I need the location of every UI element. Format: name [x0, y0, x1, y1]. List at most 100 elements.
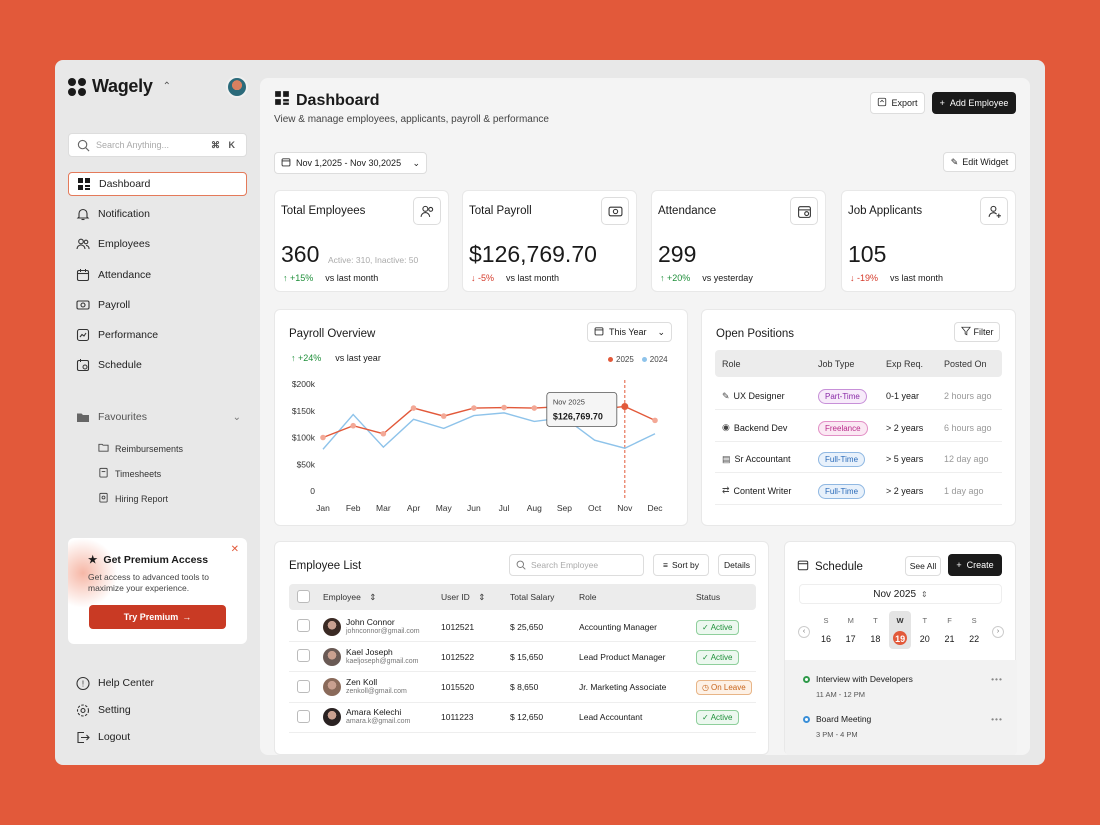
col-employee[interactable]: Employee ⇕ — [321, 592, 435, 603]
sidebar-item-attendance[interactable]: Attendance — [68, 263, 247, 287]
add-employee-button[interactable]: + Add Employee — [932, 92, 1016, 114]
data-point[interactable] — [561, 403, 568, 410]
event-item[interactable]: Interview with Developers 11 AM - 12 PM ••… — [803, 674, 1003, 699]
row-checkbox[interactable] — [297, 619, 310, 632]
data-point[interactable] — [531, 405, 538, 411]
sidebar-item-notification[interactable]: Notification — [68, 202, 247, 226]
filter-label: Filter — [973, 327, 994, 337]
brand[interactable]: Wagely ⌃ — [68, 76, 171, 97]
data-point[interactable] — [652, 417, 658, 424]
close-icon[interactable]: ✕ — [230, 544, 239, 555]
edit-icon: ✎ — [950, 156, 959, 167]
col-posted[interactable]: Posted On — [944, 358, 987, 369]
arrow-right-icon: → — [182, 612, 192, 622]
app-name: Wagely — [92, 76, 153, 96]
fav-item-reimbursements[interactable]: Reimbursements — [98, 442, 238, 455]
create-button[interactable]: + Create — [948, 554, 1002, 576]
more-icon[interactable]: ••• — [991, 714, 1003, 724]
data-point[interactable] — [320, 434, 326, 441]
user-avatar[interactable] — [226, 76, 248, 98]
col-role[interactable]: Role — [722, 358, 741, 369]
row-checkbox[interactable] — [297, 649, 310, 663]
data-point[interactable] — [350, 422, 356, 429]
row-checkbox[interactable] — [297, 679, 310, 693]
calendar-day[interactable]: 20 — [919, 634, 930, 644]
svg-text:!: ! — [82, 679, 84, 688]
row-checkbox[interactable] — [297, 709, 310, 723]
favourites-header[interactable]: Favourites ⌄ — [76, 410, 241, 424]
chevron-right-icon[interactable]: › — [992, 626, 1004, 638]
calendar-day[interactable]: 22 — [969, 634, 980, 644]
logout-link[interactable]: Logout — [76, 730, 246, 744]
sidebar-item-label: Employees — [98, 238, 150, 251]
sidebar-item-performance[interactable]: Performance — [68, 323, 247, 347]
position-row[interactable]: ⇄ Content Writer Full-Time > 2 years 1 day a… — [715, 478, 1002, 505]
more-icon[interactable]: ••• — [991, 674, 1003, 684]
date-range-value: Nov 1,2025 - Nov 30,2025 — [296, 158, 402, 168]
chevron-updown-icon[interactable]: ⌃ — [162, 81, 171, 92]
employee-search-input[interactable]: Search Employee — [509, 554, 644, 576]
filter-button[interactable]: Filter — [954, 322, 1000, 342]
payroll-title: Payroll Overview — [289, 328, 376, 340]
data-point[interactable] — [471, 405, 477, 411]
col-role[interactable]: Role — [579, 592, 597, 602]
data-point[interactable] — [410, 405, 417, 411]
col-job-type[interactable]: Job Type — [818, 358, 855, 369]
user-add-icon — [980, 197, 1008, 225]
details-button[interactable]: Details — [718, 554, 756, 576]
status-label: On Leave — [710, 683, 746, 693]
search-input[interactable]: Search Anything... ⌘ K — [68, 133, 247, 157]
period-select[interactable]: This Year ⌄ — [587, 322, 672, 342]
date-range-select[interactable]: Nov 1,2025 - Nov 30,2025 ⌄ — [274, 152, 427, 174]
table-row[interactable]: Amara Kelechi amara.k@gmail.com 1011223 $ 1… — [289, 703, 756, 733]
sidebar-item-dashboard[interactable]: Dashboard — [68, 172, 247, 196]
col-total-salary[interactable]: Total Salary — [510, 592, 555, 602]
sidebar-item-payroll[interactable]: Payroll — [68, 293, 247, 317]
data-point[interactable] — [440, 413, 447, 419]
job-type-badge: Freelance — [818, 420, 868, 436]
calendar-day[interactable]: 18 — [870, 634, 881, 644]
event-item[interactable]: Board Meeting 3 PM - 4 PM ••• — [803, 714, 1003, 739]
fav-item-timesheets[interactable]: Timesheets — [98, 467, 238, 480]
calendar-day[interactable]: 16 — [820, 634, 831, 644]
edit-widget-button[interactable]: ✎ Edit Widget — [943, 152, 1016, 172]
calendar-day[interactable]: 17 — [845, 634, 856, 644]
month-select[interactable]: Nov 2025 ⇕ — [799, 584, 1002, 604]
position-row[interactable]: ◉ Backend Dev Freelance > 2 years 6 hours ag… — [715, 415, 1002, 442]
table-row[interactable]: Zen Koll zenkoll@gmail.com 1015520 $ 8,650 J… — [289, 673, 756, 703]
data-point[interactable] — [380, 430, 387, 437]
setting-link[interactable]: Setting — [76, 703, 246, 717]
stat-delta-value: +20% — [667, 273, 691, 283]
sidebar-item-schedule[interactable]: Schedule — [68, 353, 247, 377]
schedule-icon — [76, 358, 90, 372]
calendar-day[interactable]: 19 — [895, 634, 906, 644]
help-center-link[interactable]: ! Help Center — [76, 676, 246, 690]
row-select-cell — [289, 679, 321, 695]
table-row[interactable]: Kael Joseph kaeljoseph@gmail.com 1012522 $ … — [289, 642, 756, 673]
see-all-button[interactable]: See All — [905, 556, 941, 576]
position-row[interactable]: ✎ UX Designer Part-Time 0-1 year 2 hours ago — [715, 383, 1002, 410]
export-button[interactable]: Export — [870, 92, 925, 114]
position-row[interactable]: ▤ Sr Accountant Full-Time > 5 years 12 day a… — [715, 446, 1002, 473]
calendar-day[interactable]: 21 — [944, 634, 955, 644]
x-tick-label: Aug — [527, 503, 542, 513]
employee-cell: Amara Kelechi amara.k@gmail.com — [321, 707, 435, 727]
fav-item-hiring-report[interactable]: Hiring Report — [98, 492, 238, 505]
data-point[interactable] — [591, 406, 598, 413]
data-point[interactable] — [621, 402, 629, 410]
table-row[interactable]: John Connor johnconnor@gmail.com 1012521 $ … — [289, 612, 756, 642]
sort-by-button[interactable]: ≡ Sort by — [653, 554, 709, 576]
data-point[interactable] — [501, 404, 507, 411]
col-status[interactable]: Status — [696, 592, 721, 602]
y-tick-label: 0 — [310, 486, 315, 496]
col-exp[interactable]: Exp Req. — [886, 358, 924, 369]
page-title-row: Dashboard — [274, 90, 380, 111]
sidebar-item-employees[interactable]: Employees — [68, 232, 247, 256]
col-user-id[interactable]: User ID ⇕ — [435, 592, 504, 603]
chevron-left-icon[interactable]: ‹ — [798, 626, 810, 638]
gear-icon — [76, 703, 90, 717]
select-all-checkbox[interactable] — [297, 589, 310, 603]
try-premium-button[interactable]: Try Premium → — [89, 605, 226, 629]
avatar — [323, 678, 341, 697]
